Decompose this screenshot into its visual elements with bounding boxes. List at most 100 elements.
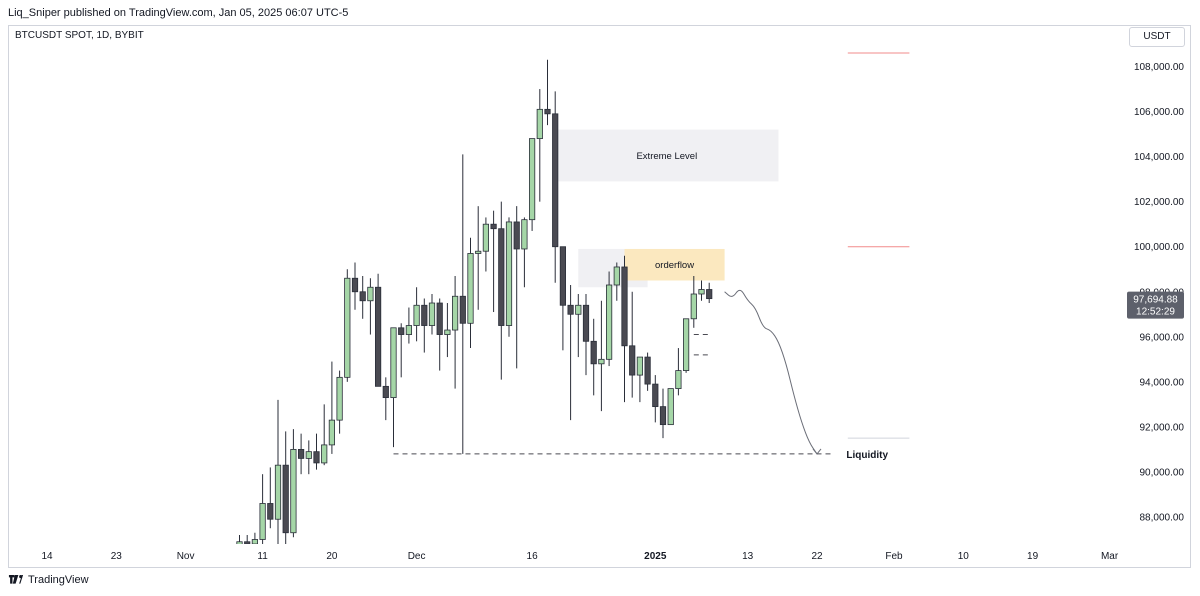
candle[interactable] (259, 474, 266, 544)
candle[interactable] (567, 285, 574, 421)
candle[interactable] (575, 294, 582, 358)
candle-body (683, 318, 690, 371)
candle[interactable] (629, 291, 636, 398)
y-tick-label: 106,000.00 (1134, 107, 1184, 118)
candle-body (428, 302, 436, 326)
footer-brand: TradingView (28, 574, 89, 586)
candle[interactable] (398, 323, 405, 378)
candle[interactable] (683, 318, 690, 373)
candle-body (521, 219, 528, 250)
candle[interactable] (374, 273, 382, 387)
candle[interactable] (606, 271, 613, 367)
candle-body (621, 266, 628, 347)
candle-body (690, 293, 697, 320)
candle[interactable] (421, 298, 428, 353)
candle[interactable] (652, 375, 659, 423)
candle[interactable] (505, 217, 513, 337)
candle-body (405, 325, 413, 335)
candle[interactable] (244, 534, 251, 551)
candle[interactable] (305, 440, 312, 475)
y-tick-label: 90,000.00 (1140, 467, 1185, 478)
candle-body (267, 503, 274, 520)
candle[interactable] (675, 348, 682, 396)
candle[interactable] (582, 294, 590, 376)
x-tick-label: 14 (41, 551, 53, 562)
time-axis[interactable]: 14 23 Nov 11 20 Dec 16 2025 13 22 Feb 10 19 Mar (41, 551, 1118, 562)
candle[interactable] (690, 275, 697, 328)
candle-body (598, 358, 605, 365)
candle[interactable] (544, 59, 551, 126)
candle-body (321, 444, 328, 464)
candle[interactable] (321, 404, 328, 466)
candle[interactable] (359, 275, 366, 319)
projection-path[interactable] (724, 289, 818, 455)
candle[interactable] (536, 89, 543, 202)
candle[interactable] (490, 210, 497, 313)
candle-body (444, 329, 451, 335)
candle-body (382, 385, 389, 399)
candle[interactable] (351, 262, 359, 310)
candle[interactable] (659, 388, 667, 439)
candle[interactable] (428, 294, 436, 335)
candle[interactable] (236, 534, 243, 553)
candle[interactable] (667, 388, 674, 426)
currency-badge[interactable]: USDT (1129, 27, 1185, 47)
candle[interactable] (698, 280, 705, 301)
x-tick-label: 19 (1027, 551, 1039, 562)
candle[interactable] (413, 287, 420, 342)
candle[interactable] (513, 206, 520, 369)
candle[interactable] (251, 532, 258, 551)
candle[interactable] (644, 352, 651, 391)
candle[interactable] (290, 429, 297, 538)
candle[interactable] (336, 370, 343, 434)
candle-body (413, 304, 420, 326)
candle[interactable] (367, 278, 374, 335)
candle-body (606, 284, 613, 360)
candle[interactable] (451, 275, 459, 389)
candle-body (482, 223, 490, 252)
candle[interactable] (405, 307, 413, 344)
candle-body (467, 253, 474, 324)
candle-body (344, 277, 351, 378)
candle[interactable] (390, 327, 397, 448)
candle[interactable] (444, 303, 451, 358)
candle[interactable] (482, 217, 490, 272)
candle-body (575, 304, 582, 315)
candle-body (244, 541, 251, 544)
x-tick-label: 23 (111, 551, 123, 562)
tradingview-logo-icon (8, 574, 24, 584)
candle[interactable] (521, 217, 528, 288)
footer: TradingView (8, 574, 89, 586)
candle[interactable] (459, 154, 466, 454)
candle[interactable] (382, 377, 389, 421)
candle[interactable] (613, 262, 620, 301)
candle[interactable] (328, 361, 336, 454)
candle[interactable] (552, 91, 559, 283)
candle[interactable] (529, 138, 536, 231)
candle[interactable] (590, 318, 597, 396)
candle-body (629, 345, 636, 376)
candle-body (706, 289, 713, 300)
candle[interactable] (498, 201, 505, 380)
x-tick-label: Mar (1101, 551, 1119, 562)
candle[interactable] (467, 237, 474, 349)
symbol-title: BTCUSDT SPOT, 1D, BYBIT (15, 30, 144, 41)
price-tag-box (1127, 291, 1184, 319)
candle[interactable] (598, 300, 605, 412)
candle[interactable] (475, 206, 482, 310)
zone-orderflow[interactable] (624, 248, 725, 281)
candle-body (421, 304, 428, 326)
candle[interactable] (297, 433, 305, 475)
candle[interactable] (706, 282, 713, 304)
candle[interactable] (274, 399, 282, 546)
candle[interactable] (636, 356, 644, 403)
candle[interactable] (344, 269, 351, 382)
candle[interactable] (621, 255, 628, 403)
candle[interactable] (267, 467, 274, 529)
candle[interactable] (436, 298, 443, 371)
candle[interactable] (559, 246, 567, 351)
zone-extreme-level[interactable] (555, 129, 779, 182)
candle[interactable] (313, 433, 320, 470)
candle[interactable] (282, 431, 289, 546)
